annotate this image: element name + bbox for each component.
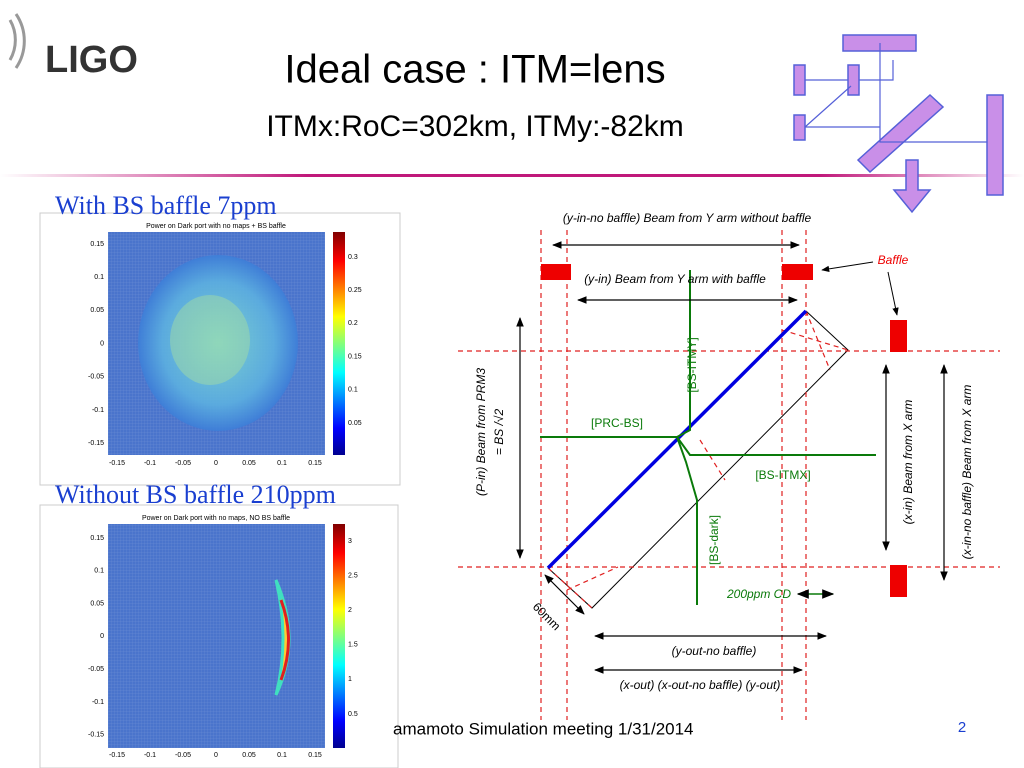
label: 200ppm CD	[726, 587, 791, 601]
crescent-core	[279, 599, 290, 681]
label: (x-in) Beam from X arm	[901, 400, 915, 525]
title: Ideal case : ITM=lens	[284, 48, 665, 92]
logo-arc	[8, 13, 26, 69]
x-tick-label: -0.1	[144, 752, 156, 759]
label: (x-out) (x-out-no baffle) (y-out)	[620, 678, 781, 692]
divider	[0, 174, 1024, 177]
caption: With BS baffle 7ppm	[55, 191, 277, 220]
arrow	[821, 261, 874, 273]
label: (y-out-no baffle)	[672, 644, 757, 658]
x-tick-label: 0.1	[277, 460, 287, 467]
x-tick-label: -0.15	[109, 752, 125, 759]
y-tick-label: -0.05	[88, 666, 104, 673]
arrow	[544, 574, 585, 615]
y-tick-label: -0.15	[88, 732, 104, 739]
y-tick-label: 0	[100, 340, 104, 347]
colorbar-label: 0.2	[348, 320, 358, 327]
x-tick-label: 0.1	[277, 752, 287, 759]
label: [BS-ITMY]	[685, 337, 699, 392]
baffles	[541, 264, 907, 597]
plot-title: Power on Dark port with no maps, NO BS b…	[142, 515, 290, 522]
x-tick-label: 0.15	[308, 460, 322, 467]
colorbar-label: 0.15	[348, 353, 362, 360]
y-tick-label: 0.15	[90, 535, 104, 542]
footer: amamoto Simulation meeting 1/31/2014	[393, 719, 694, 738]
mini-ifo	[793, 34, 1004, 214]
x-tick-label: 0.15	[308, 752, 322, 759]
caption: Without BS baffle 210ppm	[55, 480, 336, 509]
colorbar	[333, 232, 345, 455]
plots	[39, 212, 401, 768]
arrow	[887, 271, 899, 316]
colorbar-label: 0.25	[348, 287, 362, 294]
label: [BS-dark]	[707, 515, 721, 565]
y-tick-label: 0.1	[94, 568, 104, 575]
x-tick-label: -0.1	[144, 460, 156, 467]
y-tick-label: 0.05	[90, 307, 104, 314]
label: Baffle	[878, 253, 909, 267]
label: = BS /√2	[492, 409, 506, 456]
beam-core	[170, 295, 250, 385]
diagram	[458, 230, 1000, 720]
subtitle: ITMx:RoC=302km, ITMy:-82km	[266, 110, 684, 143]
x-tick-label: 0	[214, 752, 218, 759]
colorbar-label: 2.5	[348, 572, 358, 579]
label: (P-in) Beam from PRM3	[474, 368, 488, 496]
page-number: 2	[958, 719, 966, 736]
y-tick-label: -0.1	[92, 407, 104, 414]
colorbar-label: 0.05	[348, 420, 362, 427]
x-tick-label: -0.15	[109, 460, 125, 467]
colorbar-label: 1.5	[348, 642, 358, 649]
plot-title: Power on Dark port with no maps + BS baf…	[146, 223, 286, 230]
y-tick-label: 0.15	[90, 241, 104, 248]
label: (y-in-no baffle) Beam from Y arm without…	[563, 211, 812, 225]
colorbar-label: 1	[348, 676, 352, 683]
x-tick-label: 0.05	[242, 460, 256, 467]
x-tick-label: 0	[214, 460, 218, 467]
y-tick-label: 0.1	[94, 274, 104, 281]
x-tick-label: 0.05	[242, 752, 256, 759]
green-paths	[540, 270, 876, 605]
x-tick-label: -0.05	[175, 460, 191, 467]
y-tick-label: -0.05	[88, 374, 104, 381]
label: (y-in) Beam from Y arm with baffle	[584, 272, 766, 286]
label: [PRC-BS]	[591, 416, 643, 430]
beam-spot	[138, 255, 298, 431]
colorbar-label: 3	[348, 538, 352, 545]
heatmap	[108, 524, 325, 748]
x-tick-label: -0.05	[175, 752, 191, 759]
logo: LIGO	[45, 39, 138, 81]
label: (x-in-no baffle) Beam from X arm	[960, 385, 974, 560]
label: [BS-ITMX]	[755, 468, 810, 482]
y-tick-label: -0.1	[92, 699, 104, 706]
colorbar-label: 0.5	[348, 711, 358, 718]
label: 60mm	[530, 600, 563, 633]
colorbar-label: 0.3	[348, 254, 358, 261]
colorbar-label: 2	[348, 607, 352, 614]
y-tick-label: 0.05	[90, 600, 104, 607]
colorbar-label: 0.1	[348, 387, 358, 394]
y-tick-label: -0.15	[88, 440, 104, 447]
y-tick-label: 0	[100, 633, 104, 640]
colorbar	[333, 524, 345, 748]
